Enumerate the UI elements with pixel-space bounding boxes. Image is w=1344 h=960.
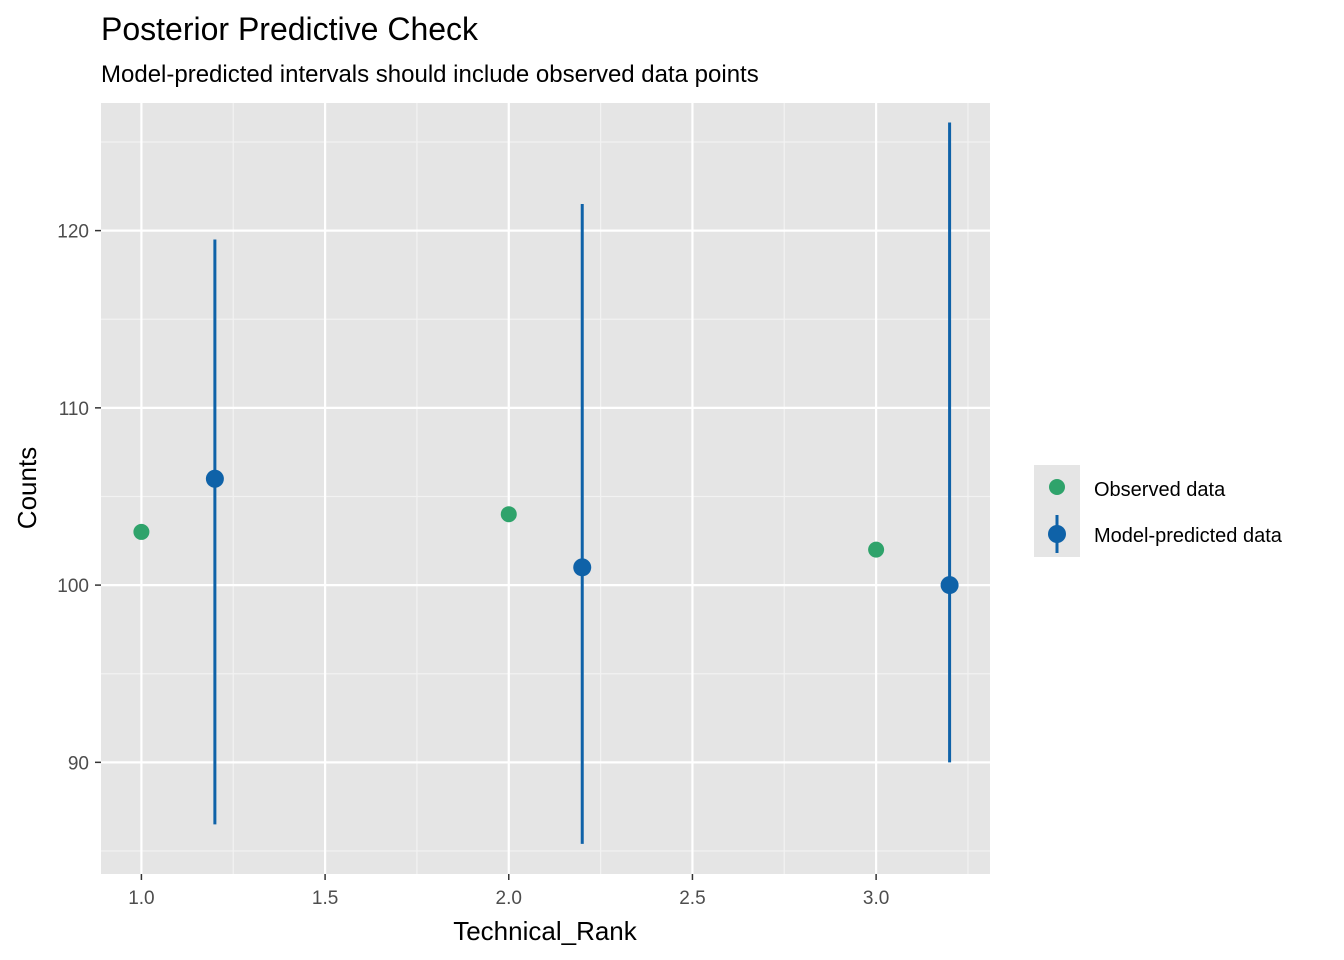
x-tick-label: 2.5 [679, 888, 705, 909]
observed-point [500, 506, 517, 523]
legend: Observed data Model-predicted data [1034, 465, 1283, 557]
y-tick-label: 90 [68, 753, 89, 774]
predicted-point [940, 576, 959, 595]
y-axis-title: Counts [12, 447, 42, 529]
y-tick-label: 120 [57, 222, 89, 243]
x-tick-label: 1.0 [128, 888, 154, 909]
chart-subtitle: Model-predicted intervals should include… [101, 61, 759, 88]
y-tick-label: 100 [57, 576, 89, 597]
axis-ticks: 1.0 1.5 2.0 2.5 3.0 90 100 110 120 [57, 222, 889, 909]
data-marks [133, 122, 959, 844]
observed-point [133, 523, 150, 540]
x-axis-title: Technical_Rank [453, 916, 638, 946]
legend-item-predicted: Model-predicted data [1048, 515, 1283, 553]
plot-panel [101, 103, 990, 874]
observed-point [868, 541, 885, 558]
x-tick-label: 3.0 [863, 888, 889, 909]
x-tick-label: 1.5 [312, 888, 338, 909]
predicted-point [205, 469, 224, 488]
legend-predicted-key [1048, 525, 1066, 543]
x-tick-label: 2.0 [496, 888, 522, 909]
legend-predicted-label: Model-predicted data [1094, 525, 1283, 547]
predicted-point [573, 558, 592, 577]
grid [101, 103, 990, 874]
legend-item-observed: Observed data [1049, 479, 1226, 501]
y-tick-label: 110 [59, 399, 89, 420]
legend-observed-key [1049, 479, 1065, 495]
chart-title: Posterior Predictive Check [101, 11, 479, 47]
legend-observed-label: Observed data [1094, 479, 1226, 501]
